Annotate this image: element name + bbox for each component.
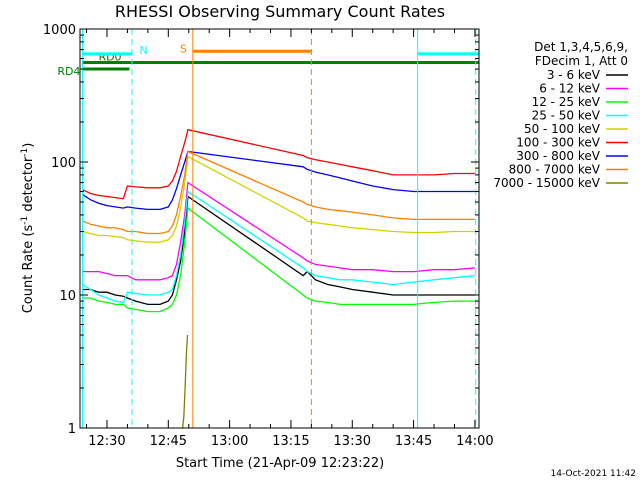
series-line-8: [181, 334, 189, 429]
series-line-7: [82, 150, 475, 235]
x-tick-label-0: 12:30: [88, 434, 125, 449]
series-line-0: [82, 195, 475, 306]
legend: Det 1,3,4,5,6,9, FDecim 1, Att 0 3 - 6 k…: [493, 40, 628, 190]
legend-label-0: 3 - 6 keV: [547, 68, 601, 82]
y-axis-ticks: 1 10 100 1000: [43, 23, 479, 437]
legend-label-7: 800 - 7000 keV: [509, 163, 601, 177]
vertical-markers: [81, 29, 477, 428]
series-lines: [82, 128, 475, 429]
legend-label-8: 7000 - 15000 keV: [493, 176, 600, 190]
series-line-2: [82, 206, 475, 313]
plot-frame: [79, 28, 480, 429]
series-line-3: [82, 190, 475, 304]
y-tick-label-3: 1000: [43, 23, 76, 38]
y-tick-label-1: 10: [59, 289, 76, 304]
legend-label-4: 50 - 100 keV: [524, 122, 601, 136]
x-tick-label-4: 13:30: [334, 434, 371, 449]
series-line-6: [82, 150, 475, 211]
x-tick-label-3: 13:15: [272, 434, 309, 449]
period-label-rd4: RD4: [57, 65, 80, 78]
legend-label-2: 12 - 25 keV: [532, 95, 601, 109]
period-label-s: S: [180, 42, 187, 55]
x-tick-label-1: 12:45: [150, 434, 187, 449]
period-label-n: N: [140, 44, 148, 57]
y-tick-label-2: 100: [51, 156, 76, 171]
y-tick-label-0: 1: [68, 422, 76, 437]
x-tick-label-5: 13:45: [395, 434, 432, 449]
x-axis-ticks: 12:30 12:45 13:00 13:15 13:30 13:45 14:00: [86, 29, 494, 449]
series-line-5: [82, 128, 475, 200]
timestamp: 14-Oct-2021 11:42: [551, 469, 636, 479]
x-tick-label-2: 13:00: [211, 434, 248, 449]
legend-label-3: 25 - 50 keV: [532, 109, 601, 123]
x-tick-label-6: 14:00: [456, 434, 493, 449]
chart-title: RHESSI Observing Summary Count Rates: [115, 2, 445, 21]
legend-label-6: 300 - 800 keV: [516, 149, 600, 163]
legend-header-line-1: Det 1,3,4,5,6,9,: [534, 40, 628, 54]
legend-label-1: 6 - 12 keV: [539, 82, 601, 96]
legend-label-5: 100 - 300 keV: [516, 136, 600, 150]
legend-header-line-2: FDecim 1, Att 0: [535, 54, 628, 68]
x-axis-label: Start Time (21-Apr-09 12:23:22): [176, 456, 384, 471]
series-line-1: [82, 181, 475, 281]
series-line-4: [82, 155, 475, 243]
y-axis-label: Count Rate (s-1 detector-1): [20, 143, 36, 314]
